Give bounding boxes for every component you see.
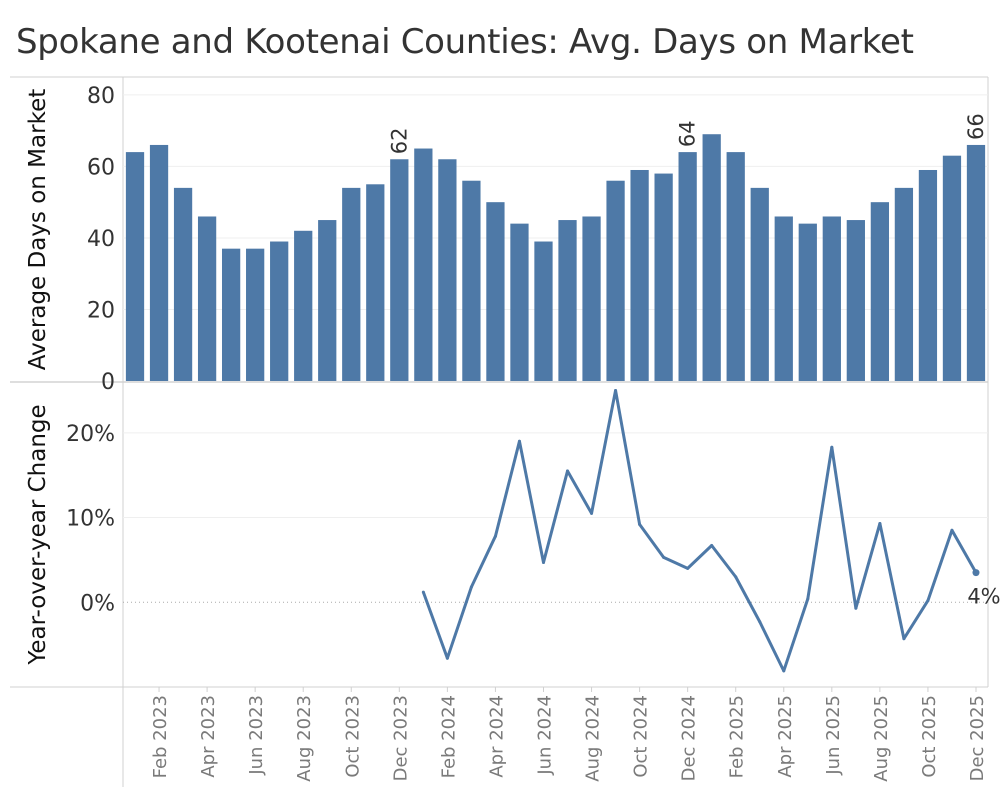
yoy-point-jun-2024 [541, 560, 545, 564]
bar-mar-2025 [750, 187, 769, 381]
x-tick-label: Apr 2025 [775, 695, 796, 778]
line-panel: 0% 10% 20% Year-over-year Change 4% [25, 388, 1000, 673]
chart-frame [10, 76, 989, 787]
bar-dec-2023 [390, 159, 409, 381]
x-tick-label: Dec 2023 [390, 695, 411, 781]
bar-jun-2023 [246, 248, 265, 381]
yoy-point-jul-2025 [854, 606, 858, 610]
bar-nov-2023 [366, 184, 385, 381]
bar-aug-2024 [582, 216, 601, 381]
x-tick-label: Apr 2024 [486, 695, 507, 778]
bar-dec-2024 [678, 152, 697, 381]
line-data-label: 4% [967, 585, 1000, 609]
yoy-point-mar-2024 [469, 585, 473, 589]
bar-jan-2023 [125, 152, 145, 381]
bar-aug-2023 [294, 230, 313, 381]
bar-mar-2023 [173, 187, 193, 381]
yoy-point-jul-2024 [566, 469, 570, 473]
bar-nov-2025 [942, 155, 962, 381]
yoy-change-line [421, 388, 978, 673]
yoy-point-nov-2025 [950, 528, 954, 532]
yoy-point-sep-2025 [902, 637, 906, 641]
yoy-point-may-2025 [806, 597, 810, 601]
yoy-point-sep-2024 [614, 388, 618, 392]
x-tick-label: Feb 2024 [438, 695, 459, 778]
x-tick-label: Feb 2023 [150, 695, 171, 778]
yoy-point-apr-2025 [782, 669, 786, 673]
yoy-point-may-2024 [517, 439, 521, 443]
x-tick-label: Oct 2023 [342, 695, 363, 778]
bar-panel: 0 20 40 60 80 Average Days on Market 62 64 66 [25, 84, 988, 395]
bar-y-tick-label: 60 [87, 155, 115, 180]
x-axis: Feb 2023 Apr 2023 Jun 2023 Aug 2023 Oct 2023… [150, 687, 988, 782]
bar-may-2025 [798, 223, 817, 381]
bar-y-axis-label: Average Days on Market [25, 89, 51, 371]
bar-apr-2023 [197, 216, 217, 381]
bar-y-tick-label: 0 [101, 370, 115, 395]
yoy-point-oct-2024 [638, 522, 642, 526]
bar-apr-2024 [486, 202, 505, 381]
x-tick-label: Jun 2025 [823, 695, 844, 776]
line-y-axis-label: Year-over-year Change [25, 404, 51, 665]
x-tick-label: Oct 2024 [631, 695, 652, 778]
bar-nov-2024 [654, 173, 673, 381]
x-tick-label: Dec 2024 [679, 695, 700, 781]
bar-data-label: 62 [387, 128, 411, 155]
bar-aug-2025 [870, 202, 890, 381]
bar-sep-2023 [318, 220, 337, 381]
bar-data-label: 66 [964, 113, 988, 140]
bar-oct-2024 [630, 169, 649, 381]
yoy-point-feb-2024 [445, 656, 449, 660]
yoy-point-jan-2024 [421, 590, 425, 594]
bar-jul-2025 [846, 220, 865, 381]
line-y-tick-label: 20% [66, 422, 115, 447]
yoy-point-oct-2025 [926, 599, 930, 603]
bar-feb-2023 [149, 144, 169, 381]
yoy-point-nov-2024 [662, 555, 666, 559]
bar-data-label: 64 [676, 120, 700, 147]
x-tick-label: Aug 2024 [583, 695, 604, 782]
x-tick-label: Dec 2025 [967, 695, 988, 781]
x-tick-label: Oct 2025 [919, 695, 940, 778]
bar-jun-2025 [822, 216, 841, 381]
bar-may-2024 [510, 223, 529, 381]
bar-mar-2024 [462, 180, 481, 381]
line-y-tick-label: 0% [80, 591, 115, 616]
x-tick-label: Jun 2023 [246, 695, 267, 776]
x-tick-label: Feb 2025 [727, 695, 748, 778]
bar-feb-2024 [438, 159, 457, 381]
yoy-point-apr-2024 [493, 534, 497, 538]
chart-title: Spokane and Kootenai Counties: Avg. Days… [16, 22, 914, 62]
x-tick-label: Apr 2023 [198, 695, 219, 778]
bar-y-tick-label: 80 [87, 84, 115, 109]
line-y-tick-label: 10% [66, 507, 115, 532]
bar-dec-2025 [966, 144, 986, 381]
bar-jul-2023 [270, 241, 289, 381]
bar-jun-2024 [534, 241, 553, 381]
bar-jan-2025 [702, 134, 721, 381]
bar-y-tick-label: 20 [87, 298, 115, 323]
bar-jan-2024 [414, 148, 433, 381]
bar-y-tick-label: 40 [87, 227, 115, 252]
x-tick-label: Aug 2023 [294, 695, 315, 782]
bar-oct-2023 [342, 187, 361, 381]
bar-sep-2024 [606, 180, 625, 381]
x-tick-label: Jun 2024 [534, 695, 555, 776]
yoy-point-dec-2025 [972, 569, 980, 577]
bar-apr-2025 [774, 216, 793, 381]
yoy-point-dec-2024 [686, 566, 690, 570]
yoy-point-jan-2025 [710, 544, 714, 548]
yoy-point-aug-2024 [590, 511, 594, 515]
bar-may-2023 [221, 248, 241, 381]
yoy-point-aug-2025 [878, 521, 882, 525]
x-tick-label: Aug 2025 [871, 695, 892, 782]
yoy-point-feb-2025 [734, 575, 738, 579]
bar-jul-2024 [558, 220, 577, 381]
bar-feb-2025 [726, 152, 745, 381]
yoy-point-jun-2025 [830, 445, 834, 449]
bar-sep-2025 [894, 187, 914, 381]
bar-oct-2025 [918, 169, 938, 381]
yoy-point-mar-2025 [758, 620, 762, 624]
